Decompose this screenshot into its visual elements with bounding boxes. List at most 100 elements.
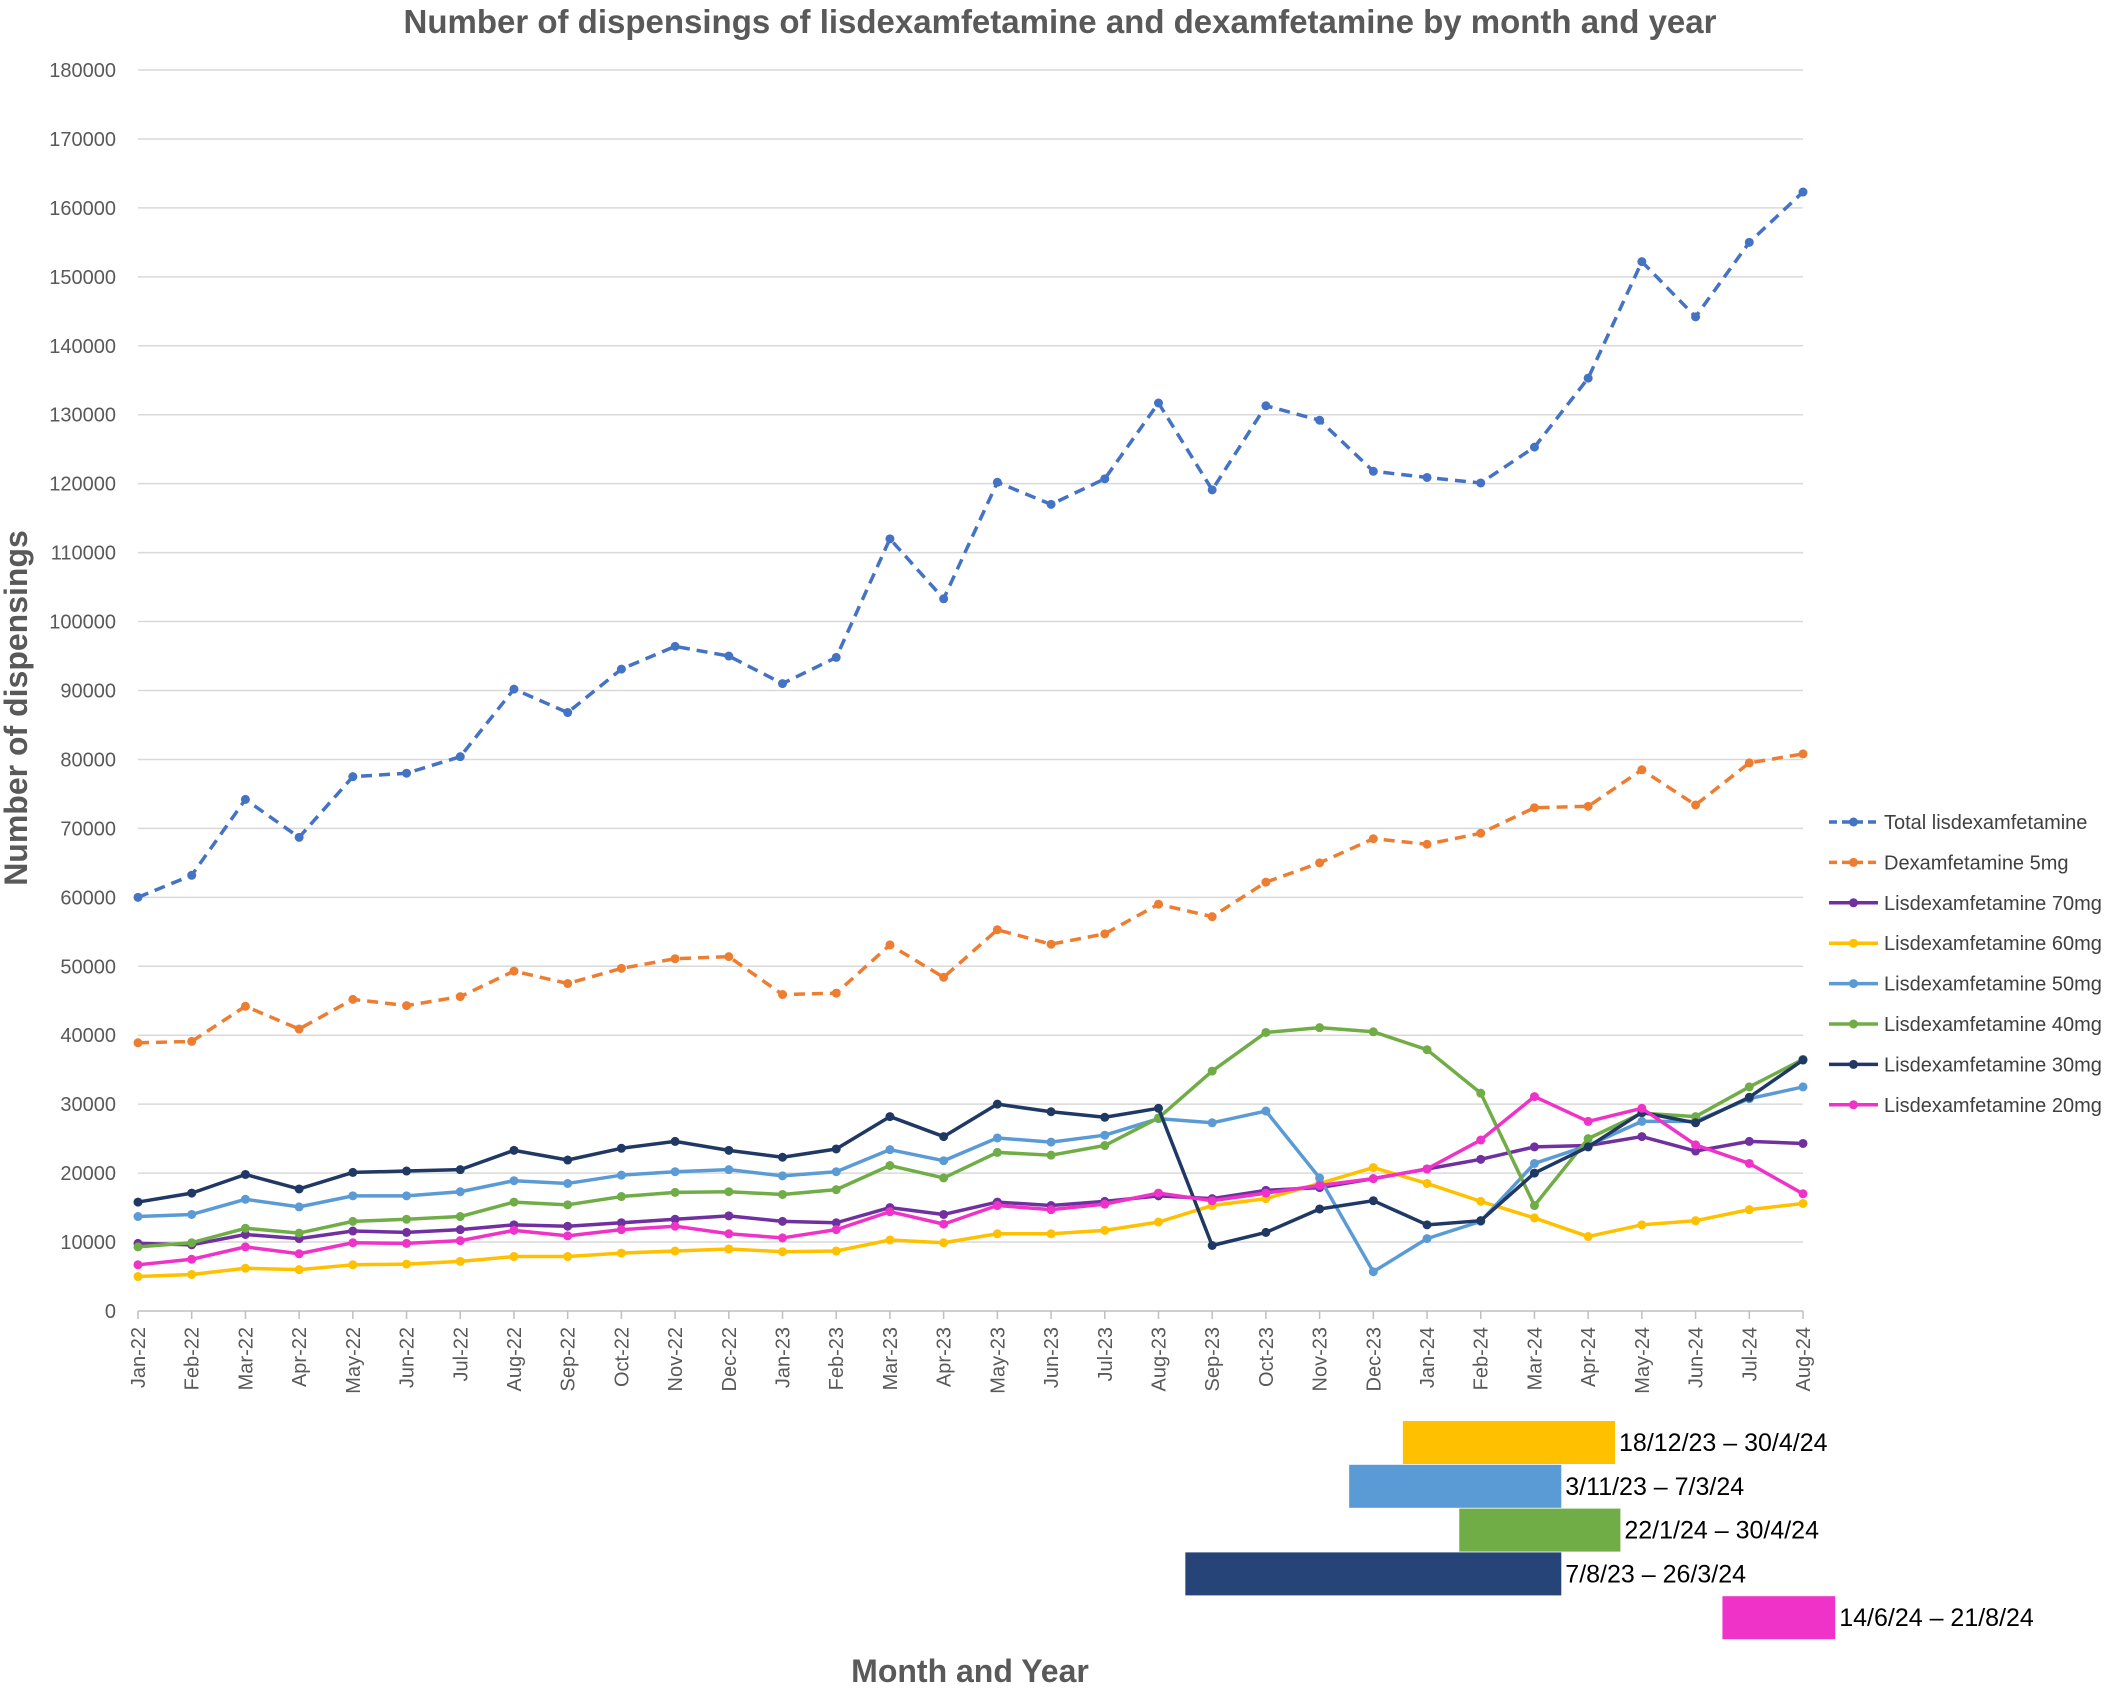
x-tick-label: Mar-23	[880, 1327, 902, 1390]
legend-item: Lisdexamfetamine 40mg	[1829, 1014, 2102, 1036]
data-point	[402, 1001, 412, 1011]
x-tick-label: Jan-24	[1417, 1327, 1439, 1388]
data-point	[1046, 1229, 1056, 1239]
data-point	[1422, 472, 1432, 482]
data-point	[133, 1242, 143, 1252]
data-point	[616, 1143, 626, 1153]
data-point	[294, 1024, 304, 1034]
y-tick-label: 160000	[49, 198, 116, 220]
data-point	[348, 1191, 358, 1201]
data-point	[402, 1166, 412, 1176]
data-point	[1583, 801, 1593, 811]
x-axis-title: Month and Year	[851, 1653, 1089, 1689]
y-tick-label: 130000	[49, 405, 116, 427]
data-point	[187, 1036, 197, 1046]
series-line	[137, 1058, 1804, 1248]
data-point	[187, 1209, 197, 1219]
grid-layer	[138, 69, 1803, 1312]
data-point	[1798, 1082, 1808, 1092]
data-point	[670, 1136, 680, 1146]
data-point	[724, 1211, 734, 1221]
data-point	[509, 684, 519, 694]
data-point	[724, 952, 734, 962]
data-point	[1529, 442, 1539, 452]
data-point	[187, 1188, 197, 1198]
y-tick-label: 30000	[60, 1094, 116, 1116]
data-point	[1744, 1205, 1754, 1215]
data-point	[992, 925, 1002, 935]
data-point	[939, 1156, 949, 1166]
y-tick-label: 20000	[60, 1163, 116, 1185]
data-point	[1422, 1164, 1432, 1174]
data-point	[509, 1252, 519, 1262]
data-point	[348, 994, 358, 1004]
data-point	[992, 1201, 1002, 1211]
legend-marker	[1849, 857, 1858, 867]
data-point	[1046, 1205, 1056, 1215]
x-tick-label: Dec-22	[719, 1327, 741, 1391]
x-tick-labels: Jan-22 Feb-22 Mar-22 Apr-22 May-22 Jun-22 Jul-…	[128, 1311, 1815, 1394]
data-point	[1637, 1103, 1647, 1113]
data-point	[1261, 401, 1271, 411]
legend-item: Lisdexamfetamine 60mg	[1829, 933, 2102, 955]
data-point	[1100, 1199, 1110, 1209]
y-tick-label: 70000	[60, 818, 116, 840]
y-tick-label: 100000	[49, 612, 116, 634]
data-point	[1315, 1173, 1325, 1183]
y-tick-label: 50000	[60, 956, 116, 978]
x-tick-label: Jan-22	[128, 1327, 150, 1388]
legend-label: Lisdexamfetamine 70mg	[1884, 893, 2102, 915]
legend-item: Lisdexamfetamine 70mg	[1829, 893, 2102, 915]
range-bar-1: 18/12/23 – 30/4/24	[1402, 1421, 1828, 1464]
data-point	[1153, 1103, 1163, 1113]
data-point	[1100, 929, 1110, 939]
data-point	[1637, 1116, 1647, 1126]
range-bar-5: 14/6/24 – 21/8/24	[1722, 1596, 2034, 1640]
data-point	[670, 1246, 680, 1256]
x-tick-label: May-24	[1632, 1327, 1654, 1394]
data-point	[1583, 1232, 1593, 1242]
x-tick-label: Jun-22	[397, 1327, 419, 1388]
data-point	[1315, 1023, 1325, 1033]
data-point	[563, 1221, 573, 1231]
data-point	[294, 1228, 304, 1238]
data-point	[778, 1189, 788, 1199]
data-point	[616, 1248, 626, 1258]
series-lisdexamfetamine-20mg	[133, 1092, 1808, 1270]
y-tick-label: 40000	[60, 1025, 116, 1047]
data-point	[240, 1263, 250, 1273]
data-point	[885, 1207, 895, 1217]
range-bar	[1402, 1421, 1616, 1464]
data-point	[1046, 1137, 1056, 1147]
data-point	[240, 1194, 250, 1204]
legend-marker	[1849, 898, 1858, 908]
data-point	[1744, 1082, 1754, 1092]
data-point	[778, 1233, 788, 1243]
data-point	[1153, 398, 1163, 408]
range-bar	[1459, 1508, 1621, 1552]
legend-label: Lisdexamfetamine 50mg	[1884, 974, 2102, 996]
data-point	[402, 1227, 412, 1237]
data-point	[1153, 1188, 1163, 1198]
legend-label: Lisdexamfetamine 30mg	[1884, 1054, 2102, 1076]
data-point	[831, 652, 841, 662]
data-point	[1744, 1136, 1754, 1146]
x-tick-label: Apr-23	[934, 1327, 956, 1387]
data-point	[133, 1038, 143, 1048]
data-point	[455, 1165, 465, 1175]
data-point	[1422, 1045, 1432, 1055]
data-point	[616, 963, 626, 973]
y-tick-label: 0	[105, 1301, 116, 1323]
data-point	[616, 1192, 626, 1202]
data-point	[1315, 1181, 1325, 1191]
data-point	[455, 1225, 465, 1235]
data-point	[1476, 478, 1486, 488]
data-point	[294, 1249, 304, 1259]
legend-item: Lisdexamfetamine 30mg	[1829, 1054, 2102, 1076]
data-point	[1368, 1196, 1378, 1206]
data-point	[992, 1099, 1002, 1109]
data-point	[348, 1167, 358, 1177]
data-point	[1798, 749, 1808, 759]
data-point	[1261, 1227, 1271, 1237]
data-point	[1798, 1198, 1808, 1208]
